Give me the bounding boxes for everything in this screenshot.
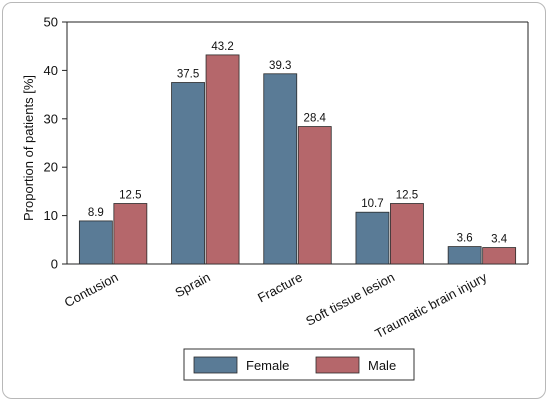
value-label: 43.2	[211, 41, 233, 53]
bar-female-1	[171, 82, 205, 265]
bar-female-0	[78, 220, 113, 265]
x-tick-label: Fracture	[255, 269, 305, 305]
y-tick-label: 40	[44, 63, 58, 78]
y-tick-label: 20	[44, 160, 58, 175]
value-label: 3.6	[457, 233, 473, 245]
y-tick-label: 0	[51, 257, 58, 272]
legend-label-male: Male	[368, 358, 396, 373]
bar-female-3	[355, 211, 390, 265]
value-labels-group: 8.9 12.5 37.5 43.2 39.3 28.4 10.7 12.5 3.6 3.4	[88, 41, 508, 246]
bars-group	[78, 54, 517, 265]
value-label: 37.5	[177, 69, 199, 81]
y-tick-label: 50	[44, 15, 58, 30]
legend: Female Male	[183, 348, 415, 381]
bar-female-4	[447, 246, 482, 265]
x-tick-label: Contusion	[62, 269, 121, 310]
bar-male-2	[297, 126, 332, 265]
bar-male-0	[113, 203, 148, 265]
bar-male-3	[390, 203, 424, 265]
legend-swatch-male	[315, 356, 360, 374]
y-tick-label: 10	[44, 208, 58, 223]
x-tick-label: Soft tissue lesion	[303, 269, 397, 328]
bar-male-4	[482, 247, 517, 265]
value-label: 39.3	[269, 60, 291, 72]
value-label: 10.7	[361, 198, 383, 210]
value-label: 8.9	[88, 207, 104, 219]
value-label: 28.4	[304, 113, 327, 125]
bar-male-1	[205, 54, 240, 265]
bar-female-2	[263, 73, 298, 265]
y-axis-label: Proportion of patients [%]	[21, 75, 36, 221]
value-label: 12.5	[119, 190, 141, 202]
value-label: 3.4	[491, 234, 508, 246]
x-tick-label: Sprain	[172, 269, 212, 300]
legend-label-female: Female	[246, 358, 289, 373]
legend-swatch-female	[193, 356, 238, 374]
y-axis: 0 10 20 30 40 50	[44, 15, 67, 272]
y-tick-label: 30	[44, 111, 58, 126]
value-label: 12.5	[396, 190, 418, 202]
